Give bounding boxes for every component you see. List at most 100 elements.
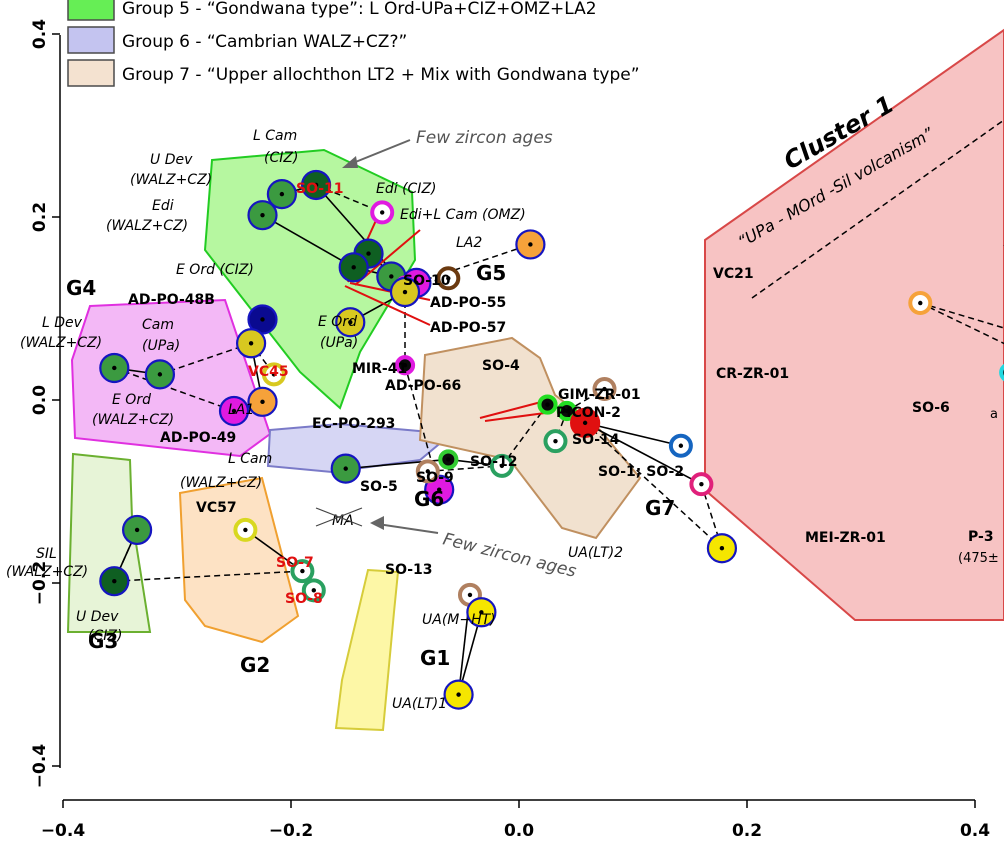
ma-strike xyxy=(315,507,363,527)
chart-label: U Dev xyxy=(76,609,119,625)
sample-point-node xyxy=(389,274,394,279)
note-arrowhead xyxy=(370,516,384,530)
chart-label: UA(LT)2 xyxy=(568,545,623,561)
sample-point-node xyxy=(348,320,353,325)
chart-label: SO-11 xyxy=(296,181,344,197)
chart-label: SO-4 xyxy=(482,358,520,374)
x-tick-label: 0.0 xyxy=(504,821,534,841)
sample-point-node xyxy=(112,578,117,584)
connector-dashed xyxy=(584,422,723,549)
y-tick-label: −0.2 xyxy=(30,561,50,605)
chart-label: P-3 xyxy=(968,529,994,545)
chart-label: VC21 xyxy=(713,266,754,282)
chart-label: AD-PO-48B xyxy=(128,292,215,308)
chart-label: SO-5 xyxy=(360,479,398,495)
chart-label: (WALZ+CZ) xyxy=(92,412,174,428)
sample-point-node xyxy=(719,546,725,551)
y-tick-label: 0.4 xyxy=(30,19,50,49)
chart-label: L Cam xyxy=(228,451,272,467)
sample-point-node xyxy=(260,212,265,218)
chart-label: E Ord xyxy=(318,314,357,330)
sample-point-node xyxy=(699,481,704,487)
connector-dashed xyxy=(920,302,1004,329)
sample-point-node xyxy=(467,592,473,598)
region-cluster-1 xyxy=(704,28,1004,621)
connector-dashed xyxy=(404,365,440,490)
sample-point-node xyxy=(157,372,163,377)
chart-label: SO-12 xyxy=(470,454,518,470)
sample-point-node xyxy=(351,265,356,270)
sample-point-node xyxy=(112,365,117,371)
y-tick-label: −0.4 xyxy=(30,744,50,789)
sample-point-node xyxy=(402,363,408,368)
chart-label: AD-PO-49 xyxy=(160,430,236,446)
group-regions xyxy=(66,28,1004,732)
connector-dashed xyxy=(751,119,1004,299)
sample-point-node xyxy=(545,402,550,407)
chart-label: Few zircon ages xyxy=(416,128,553,148)
connector-dashed xyxy=(114,570,303,582)
chart-label: EC-PO-293 xyxy=(312,416,395,432)
chart-label: (CIZ) xyxy=(264,150,298,166)
connector-dashed xyxy=(427,465,502,473)
x-tick-label: 0.2 xyxy=(732,821,762,841)
sample-point-node xyxy=(446,276,451,281)
connector-solid xyxy=(262,214,355,269)
chart-label: L Dev xyxy=(42,315,83,331)
sample-point-node xyxy=(311,588,316,593)
note-arrow xyxy=(347,139,411,166)
chart-label: G2 xyxy=(240,653,270,677)
sample-point-node xyxy=(553,438,558,444)
label-pointer xyxy=(484,412,546,422)
chart-label: GIM-ZR-01 xyxy=(558,387,641,403)
chart-label: (475± xyxy=(958,551,999,566)
connector-dashed xyxy=(159,342,252,376)
chart-label: Edi+L Cam (OMZ) xyxy=(400,207,526,223)
label-pointer xyxy=(344,285,431,326)
chart-label: G3 xyxy=(88,629,118,653)
chart-label: SO-10 xyxy=(403,273,451,289)
sample-point-node xyxy=(134,527,140,533)
chart-label: (UPa) xyxy=(142,338,180,354)
legend-label: Group 5 - “Gondwana type”: L Ord-UPa+CIZ… xyxy=(122,0,597,19)
sample-point-node xyxy=(231,408,237,414)
sample-point-node xyxy=(402,289,408,295)
chart-label: (CIZ) xyxy=(88,628,122,644)
connector-dashed xyxy=(416,243,531,284)
y-tick-label: 0.2 xyxy=(30,202,50,232)
legend-label: Group 6 - “Cambrian WALZ+CZ?” xyxy=(122,32,407,52)
chart-label: LA1 xyxy=(228,402,254,418)
chart-label: SO-7 xyxy=(276,555,314,571)
chart-label: SO-8 xyxy=(285,591,323,607)
chart-label: VC57 xyxy=(196,500,237,516)
chart-label: PICON-2 xyxy=(556,405,621,421)
sample-point-node xyxy=(437,487,442,492)
sample-point-node xyxy=(564,408,570,414)
sample-point-node xyxy=(446,457,451,462)
chart-label: UA(M−HT) xyxy=(422,612,496,628)
chart-label: (WALZ+CZ) xyxy=(130,172,212,188)
chart-label: (WALZ+CZ) xyxy=(180,475,262,491)
chart-label: (UPa) xyxy=(320,335,358,351)
sample-point-node xyxy=(602,386,607,392)
legend: Group 5 - “Gondwana type”: L Ord-UPa+CIZ… xyxy=(67,0,640,87)
sample-point-node xyxy=(271,372,277,377)
region-g1 xyxy=(334,568,400,732)
sample-point-node xyxy=(678,443,684,448)
connector-dashed xyxy=(566,388,605,412)
sample-point-node xyxy=(260,317,265,322)
chart-label: VC45 xyxy=(248,364,289,380)
sample-point xyxy=(999,363,1004,382)
sample-point-node xyxy=(918,300,923,306)
sample-point-node xyxy=(479,610,484,615)
sample-point-node xyxy=(499,463,505,469)
note-arrowhead xyxy=(342,156,358,168)
sample-point-node xyxy=(456,692,461,697)
chart-label: UA(LT)1 xyxy=(392,696,447,712)
axes: −0.4−0.20.00.20.40.6−0.4−0.20.00.20.4 xyxy=(30,19,990,841)
connector-solid xyxy=(584,422,702,485)
chart-label: G4 xyxy=(66,276,96,300)
x-tick-label: −0.4 xyxy=(41,821,86,841)
chart-label: CR-ZR-01 xyxy=(716,366,789,382)
chart-label: L Cam xyxy=(253,128,297,144)
